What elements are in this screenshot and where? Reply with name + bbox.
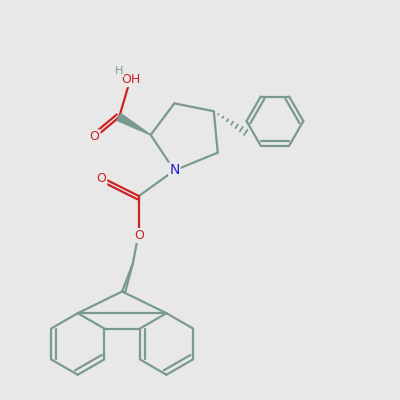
Text: O: O [90, 130, 100, 143]
Text: N: N [169, 164, 180, 178]
Polygon shape [117, 114, 151, 135]
Text: OH: OH [121, 73, 140, 86]
Text: H: H [115, 66, 123, 76]
Text: O: O [135, 229, 144, 242]
Text: O: O [96, 172, 106, 185]
